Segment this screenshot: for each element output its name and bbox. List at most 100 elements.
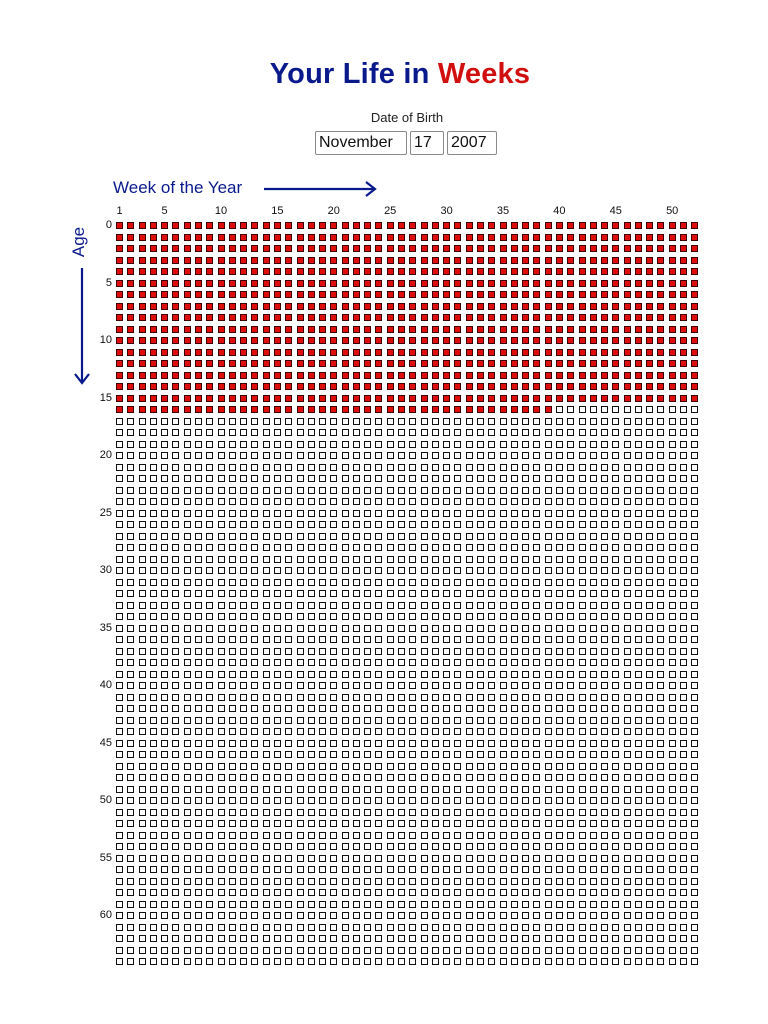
future-week-cell — [375, 578, 383, 586]
lived-week-cell — [409, 233, 417, 241]
future-week-cell — [330, 498, 338, 505]
lived-week-cell — [578, 394, 586, 402]
future-week-cell — [680, 670, 687, 678]
birth-month-input[interactable] — [315, 131, 407, 155]
future-week-cell — [680, 532, 687, 540]
future-week-cell — [341, 831, 349, 839]
future-week-cell — [364, 682, 372, 689]
future-week-cell — [578, 797, 586, 804]
future-week-cell — [646, 889, 654, 896]
future-week-cell — [544, 866, 552, 873]
future-week-cell — [149, 762, 157, 770]
future-week-cell — [488, 452, 496, 459]
future-week-cell — [465, 797, 473, 804]
lived-week-cell — [398, 371, 405, 379]
future-week-cell — [601, 900, 608, 908]
future-week-cell — [183, 716, 191, 724]
future-week-cell — [668, 601, 676, 609]
future-week-cell — [217, 843, 225, 850]
future-week-cell — [217, 636, 225, 643]
lived-week-cell — [195, 268, 202, 275]
future-week-cell — [668, 751, 676, 758]
lived-week-cell — [668, 222, 676, 229]
lived-week-cell — [240, 222, 248, 229]
future-week-cell — [589, 889, 597, 896]
future-week-cell — [307, 797, 315, 804]
future-week-cell — [691, 820, 699, 827]
lived-week-cell — [578, 348, 586, 356]
lived-week-cell — [398, 222, 405, 229]
future-week-cell — [206, 716, 214, 724]
future-week-cell — [555, 509, 563, 517]
birth-day-input[interactable] — [410, 131, 444, 155]
lived-week-cell — [341, 256, 349, 264]
future-week-cell — [183, 682, 191, 689]
week-tick-label: 25 — [384, 205, 397, 217]
future-week-cell — [307, 544, 315, 551]
lived-week-cell — [228, 268, 236, 275]
week-tick-label: 50 — [666, 205, 679, 217]
future-week-cell — [431, 590, 439, 597]
lived-week-cell — [465, 302, 473, 310]
lived-week-cell — [307, 256, 315, 264]
future-week-cell — [172, 521, 180, 528]
future-week-cell — [262, 624, 270, 632]
lived-week-cell — [375, 348, 383, 356]
lived-week-cell — [680, 291, 687, 298]
future-week-cell — [116, 854, 123, 862]
future-week-cell — [386, 843, 394, 850]
future-week-cell — [555, 463, 563, 471]
birth-year-input[interactable] — [447, 131, 497, 155]
lived-week-cell — [330, 291, 338, 298]
future-week-cell — [589, 820, 597, 827]
future-week-cell — [285, 820, 293, 827]
future-week-cell — [612, 509, 620, 517]
future-week-cell — [431, 693, 439, 701]
future-week-cell — [341, 716, 349, 724]
future-week-cell — [657, 670, 665, 678]
lived-week-cell — [612, 371, 620, 379]
future-week-cell — [251, 417, 259, 425]
lived-week-cell — [420, 279, 428, 287]
lived-week-cell — [262, 371, 270, 379]
lived-week-cell — [364, 314, 372, 321]
future-week-cell — [138, 486, 146, 494]
future-week-cell — [364, 440, 372, 448]
future-week-cell — [364, 785, 372, 793]
future-week-cell — [567, 452, 575, 459]
future-week-cell — [138, 739, 146, 747]
future-week-cell — [228, 440, 236, 448]
future-week-cell — [138, 544, 146, 551]
lived-week-cell — [116, 325, 123, 333]
future-week-cell — [273, 946, 281, 954]
lived-week-cell — [623, 325, 631, 333]
lived-week-cell — [398, 268, 405, 275]
future-week-cell — [285, 900, 293, 908]
future-week-cell — [296, 647, 304, 655]
future-week-cell — [477, 475, 484, 482]
lived-week-cell — [623, 245, 631, 252]
future-week-cell — [364, 958, 372, 965]
future-week-cell — [161, 705, 169, 712]
lived-week-cell — [454, 256, 462, 264]
future-week-cell — [296, 463, 304, 471]
future-week-cell — [589, 440, 597, 448]
future-week-cell — [601, 820, 608, 827]
future-week-cell — [465, 762, 473, 770]
lived-week-cell — [319, 314, 326, 321]
future-week-cell — [646, 831, 654, 839]
future-week-cell — [183, 935, 191, 942]
lived-week-cell — [330, 245, 338, 252]
future-week-cell — [386, 521, 394, 528]
future-week-cell — [634, 670, 642, 678]
lived-week-cell — [183, 291, 191, 298]
future-week-cell — [646, 567, 654, 574]
future-week-cell — [398, 854, 405, 862]
lived-week-cell — [183, 256, 191, 264]
future-week-cell — [668, 613, 676, 620]
lived-week-cell — [172, 360, 180, 367]
future-week-cell — [533, 751, 541, 758]
future-week-cell — [612, 705, 620, 712]
lived-week-cell — [240, 245, 248, 252]
future-week-cell — [116, 670, 123, 678]
